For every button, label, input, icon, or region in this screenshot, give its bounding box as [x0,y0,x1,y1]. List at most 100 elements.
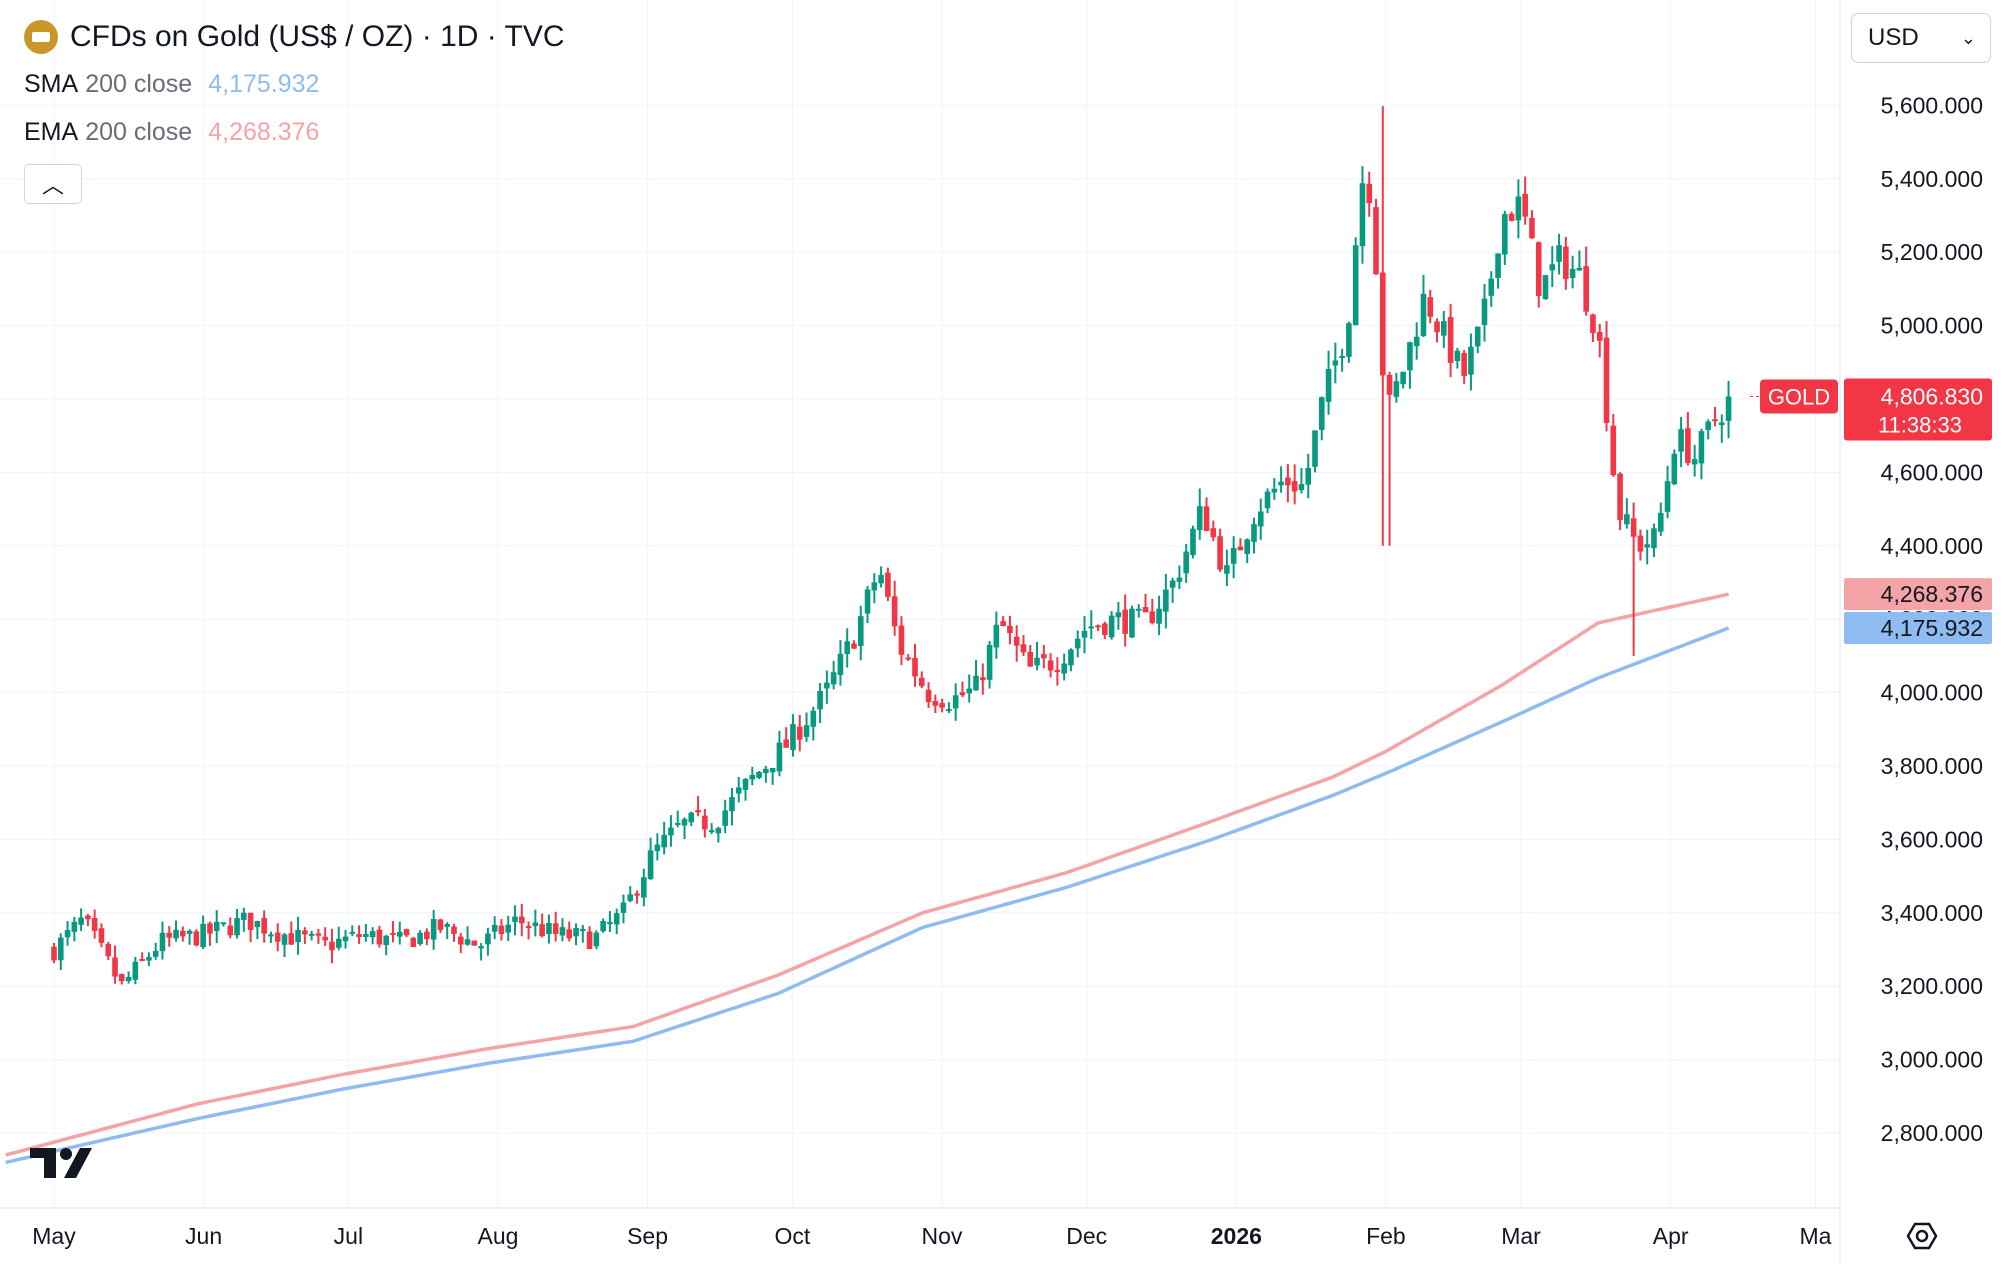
candle-body [946,709,952,712]
candle-body [1074,638,1081,649]
time-tick-label[interactable]: Sep [627,1223,668,1249]
time-tick-label[interactable]: Dec [1066,1223,1107,1249]
candle-body [674,822,681,825]
price-tick-label: 3,400.000 [1881,900,1983,926]
candle-body [464,939,471,945]
candle-body [105,943,112,957]
candle-body [505,924,512,933]
candle-body [613,913,620,925]
candle-body [844,641,851,655]
candle-body [1529,217,1535,239]
candle-body [1691,459,1698,465]
candle-body [1624,514,1630,525]
candle-body [742,778,749,790]
currency-select[interactable]: USD ⌄ [1851,13,1991,63]
ema-price-tag-bg [1844,578,1992,611]
candle-body [1508,213,1515,221]
candle-body [1644,544,1650,548]
chevron-up-icon: ︿ [41,173,64,198]
candle-body [905,657,912,660]
candle-body [796,726,803,740]
candle-body [1264,491,1271,509]
candle-body [1149,611,1156,623]
candle-body [620,902,627,913]
symbol-tag: GOLD [1768,384,1830,409]
price-tick-label: 2,800.000 [1881,1120,1983,1146]
candle-body [227,925,234,936]
candle-body [627,894,634,901]
candle-body [1352,245,1359,326]
candle-body [1434,321,1440,333]
time-tick-label[interactable]: Mar [1501,1223,1541,1249]
settings-icon[interactable] [1906,1222,1938,1250]
candle-body [647,850,654,880]
candle-body [1346,323,1352,357]
time-axis[interactable]: May Jun Jul Aug Sep Oct Nov Dec 2026 Feb Mar Apr Ma [32,1223,1831,1249]
ema-name: EMA [24,117,79,146]
candle-body [980,677,986,681]
candle-body [478,946,484,949]
time-tick-label[interactable]: 2026 [1211,1223,1262,1249]
candle-body [71,921,78,932]
candle-body [708,830,715,833]
candle-body [532,922,539,927]
candle-body [308,933,315,936]
time-tick-label[interactable]: Nov [921,1223,962,1249]
ema-legend-row[interactable]: EMA 200 close 4,268.376 [24,108,565,156]
candle-body [857,616,864,647]
candle-body [1210,528,1217,538]
time-tick-label[interactable]: Jun [185,1223,222,1249]
candle-body [1522,193,1528,217]
time-tick-label[interactable]: Aug [478,1223,519,1249]
time-tick-label[interactable]: Oct [774,1223,810,1249]
candle-body [1373,207,1379,275]
candle-body [1169,580,1176,588]
candle-body [112,957,118,977]
candle-body [1237,546,1244,551]
candle-body [152,950,159,957]
candle-body [783,739,789,748]
candle-body [57,937,64,961]
candle-body [234,918,240,936]
candle-body [600,920,606,932]
candle-body [878,574,884,584]
time-tick-label[interactable]: Apr [1653,1223,1689,1249]
candle-body [1061,663,1067,674]
candle-body [1664,481,1671,512]
candle-body [410,937,417,947]
last-price-tag: 4,806.830 [1881,383,1983,409]
candle-body [939,703,945,708]
time-tick-label[interactable]: Feb [1366,1223,1406,1249]
candle-body [1698,431,1705,464]
candle-body [566,929,573,939]
candle-body [1332,360,1339,366]
candle-body [837,653,844,675]
price-tick-label: 3,200.000 [1881,973,1983,999]
candle-body [1447,317,1454,363]
candle-body [139,958,145,961]
time-tick-label[interactable]: Jul [334,1223,363,1249]
candle-body [1251,524,1257,542]
candle-body [512,916,518,923]
candle-body [932,700,939,706]
candle-body [539,924,545,937]
candle-body [1535,242,1542,296]
candle-body [1115,612,1122,618]
collapse-legend-button[interactable]: ︿ [24,164,82,204]
symbol-title-row[interactable]: CFDs on Gold (US$ / OZ) · 1D · TVC [24,14,565,60]
candle-body [1007,625,1013,634]
candle-body [885,572,891,597]
time-tick-label[interactable]: May [32,1223,76,1249]
candle-body [912,657,918,677]
candle-body [1651,528,1657,549]
candle-body [1400,371,1406,385]
candle-body [1339,355,1345,358]
candle-body [729,796,735,812]
price-tick-label: 5,000.000 [1881,313,1983,339]
time-tick-label[interactable]: Ma [1799,1223,1831,1249]
sma-legend-row[interactable]: SMA 200 close 4,175.932 [24,60,565,108]
candle-body [756,771,762,778]
candle-body [64,930,71,938]
tradingview-logo[interactable] [30,1148,92,1178]
